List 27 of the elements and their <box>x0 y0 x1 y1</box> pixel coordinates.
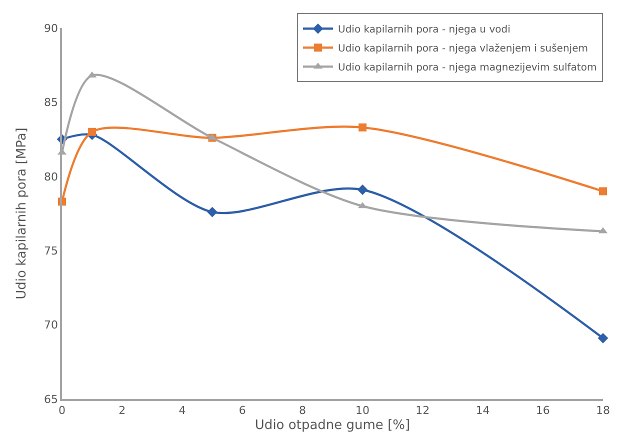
x-tick-label: 10 <box>356 404 370 417</box>
legend-label: Udio kapilarnih pora - njega u vodi <box>338 24 510 36</box>
point <box>358 123 367 132</box>
point <box>599 187 607 196</box>
point <box>88 128 96 136</box>
y-tick-label: 75 <box>44 244 58 258</box>
y-axis-title: Udio kapilarnih pora [MPa] <box>14 128 30 300</box>
legend-label: Udio kapilarnih pora - njega magnezijevim sulfatom <box>338 62 597 74</box>
x-tick-label: 8 <box>298 404 306 417</box>
x-tick-label: 4 <box>178 404 186 417</box>
y-tick-label: 70 <box>44 318 58 332</box>
x-tick-label: 14 <box>476 404 490 417</box>
x-tick-label: 2 <box>118 404 126 417</box>
y-tick-label: 80 <box>44 170 58 184</box>
x-tick-label: 6 <box>238 404 246 417</box>
y-tick-label: 85 <box>44 96 58 110</box>
point <box>207 206 218 218</box>
x-axis-title: Udio otpadne gume [%] <box>254 418 410 434</box>
point <box>357 184 368 195</box>
x-tick-label: 16 <box>536 404 550 417</box>
y-tick-label: 90 <box>44 22 58 35</box>
x-tick-label: 12 <box>416 404 430 417</box>
y-tick-label: 65 <box>44 392 58 406</box>
point <box>598 332 608 344</box>
x-tick-label: 0 <box>58 404 66 417</box>
legend-label: Udio kapilarnih pora - njega vlaženjem i sušenjem <box>338 44 588 55</box>
x-tick-label: 18 <box>596 404 610 417</box>
